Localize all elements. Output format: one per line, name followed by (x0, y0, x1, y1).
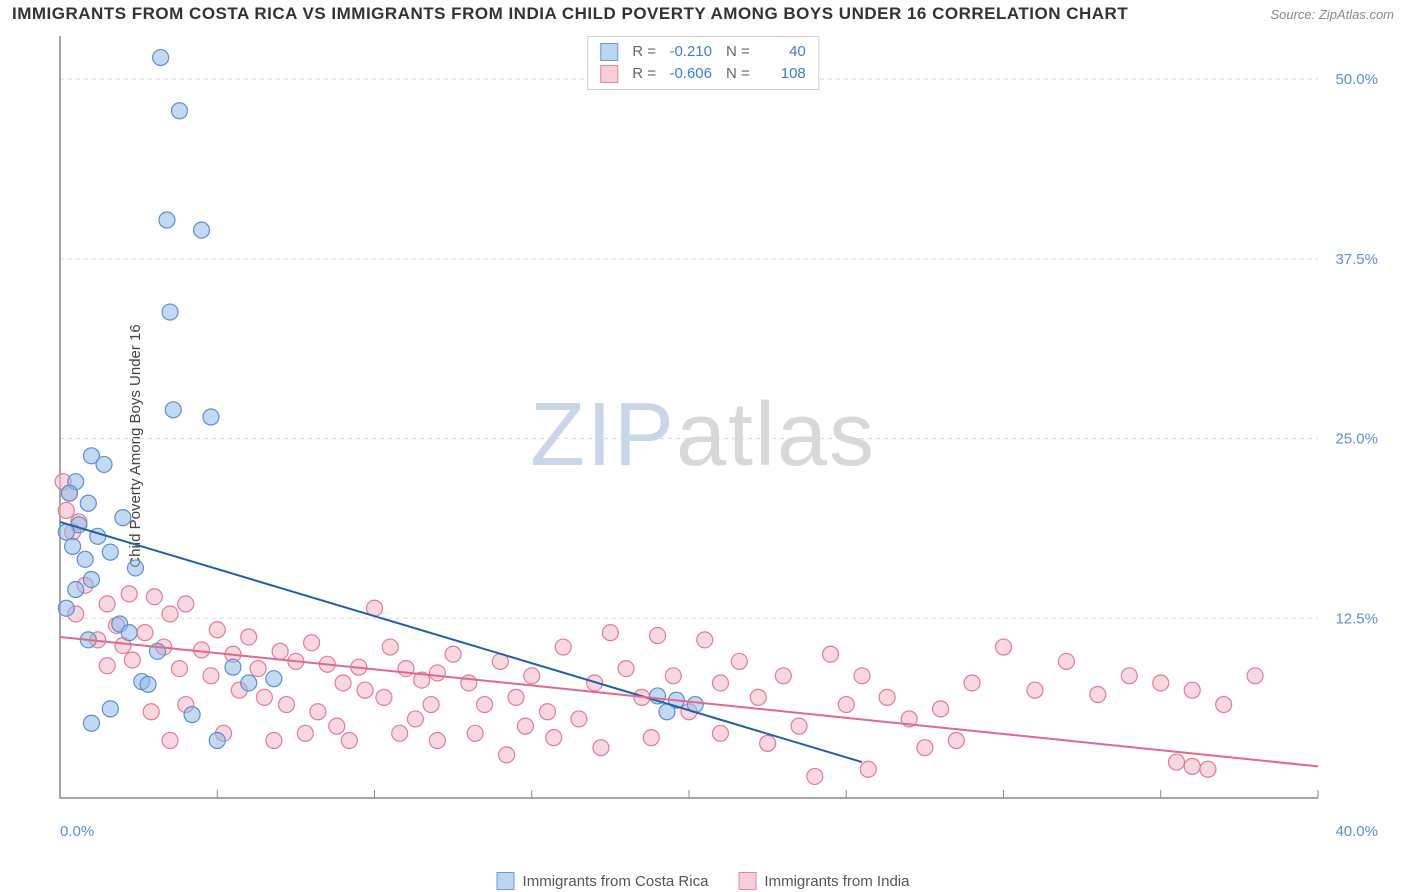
legend-item-costa-rica: Immigrants from Costa Rica (497, 872, 709, 890)
swatch-costa-rica (600, 43, 618, 61)
scatter-plot: 12.5% 25.0% 37.5% 50.0% 0.0% 40.0% (52, 30, 1388, 840)
legend-item-india: Immigrants from India (738, 872, 909, 890)
legend-row-india: R = -0.606 N = 108 (600, 63, 806, 85)
svg-text:40.0%: 40.0% (1335, 823, 1378, 840)
correlation-legend: R = -0.210 N = 40 R = -0.606 N = 108 (587, 36, 819, 90)
n-value-costa-rica: 40 (756, 41, 806, 63)
swatch-india (600, 65, 618, 83)
svg-text:37.5%: 37.5% (1335, 251, 1378, 268)
legend-label-india: Immigrants from India (764, 873, 909, 890)
swatch-india-icon (738, 872, 756, 890)
svg-text:0.0%: 0.0% (60, 823, 94, 840)
series-legend: Immigrants from Costa Rica Immigrants fr… (497, 872, 910, 890)
chart-title: IMMIGRANTS FROM COSTA RICA VS IMMIGRANTS… (12, 4, 1128, 24)
legend-label-costa-rica: Immigrants from Costa Rica (523, 873, 709, 890)
svg-text:25.0%: 25.0% (1335, 431, 1378, 448)
source-label: Source: ZipAtlas.com (1270, 7, 1394, 22)
legend-row-costa-rica: R = -0.210 N = 40 (600, 41, 806, 63)
n-value-india: 108 (756, 63, 806, 85)
svg-text:50.0%: 50.0% (1335, 71, 1378, 88)
swatch-costa-rica-icon (497, 872, 515, 890)
r-value-costa-rica: -0.210 (662, 41, 712, 63)
r-value-india: -0.606 (662, 63, 712, 85)
svg-text:12.5%: 12.5% (1335, 610, 1378, 627)
